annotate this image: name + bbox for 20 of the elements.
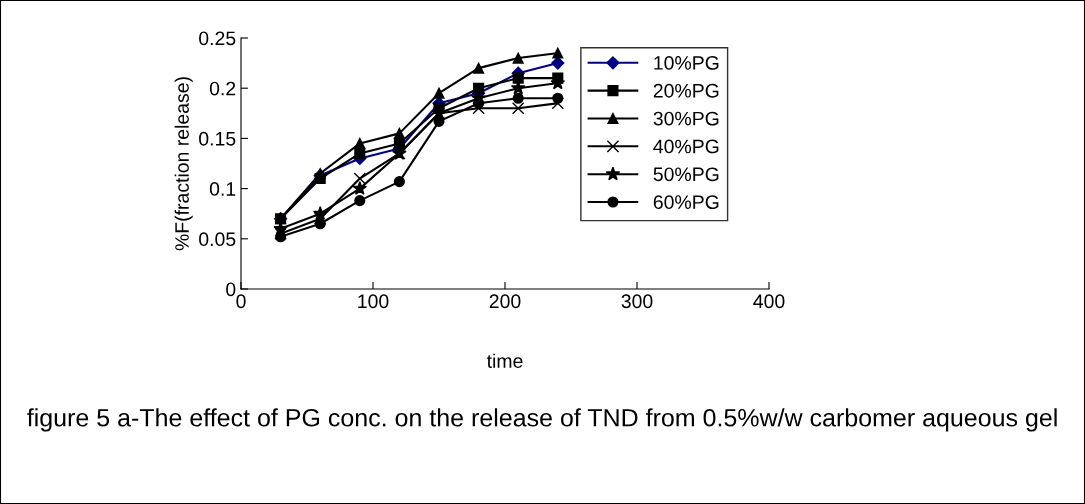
y-tick-label: 0.2 bbox=[209, 81, 236, 96]
x-tick-label: 300 bbox=[621, 294, 653, 309]
legend-label: 50%PG bbox=[653, 167, 719, 182]
y-tick-label: 0.05 bbox=[199, 232, 236, 247]
y-axis-title: %F(fraction release) bbox=[174, 77, 193, 251]
caption: figure 5 a-The effect of PG conc. on the release of TND from 0.5%w/w carbomer aqueous gel bbox=[27, 408, 1057, 432]
y-tick-label: 0.1 bbox=[209, 182, 236, 196]
legend-label: 40%PG bbox=[653, 139, 719, 154]
x-tick-label: 200 bbox=[489, 294, 521, 309]
x-axis-title: time bbox=[486, 353, 523, 368]
x-tick-label: 400 bbox=[753, 294, 785, 309]
x-tick-label: 100 bbox=[358, 294, 389, 309]
y-tick-label: 0 bbox=[226, 282, 236, 297]
y-tick-label: 0.15 bbox=[199, 131, 236, 146]
legend-label: 20%PG bbox=[653, 83, 719, 98]
x-tick-label: 0 bbox=[236, 294, 246, 309]
legend-label: 30%PG bbox=[653, 111, 719, 126]
legend-label: 10%PG bbox=[654, 56, 719, 70]
y-tick-label: 0.25 bbox=[199, 31, 236, 46]
legend-label: 60%PG bbox=[653, 195, 719, 210]
